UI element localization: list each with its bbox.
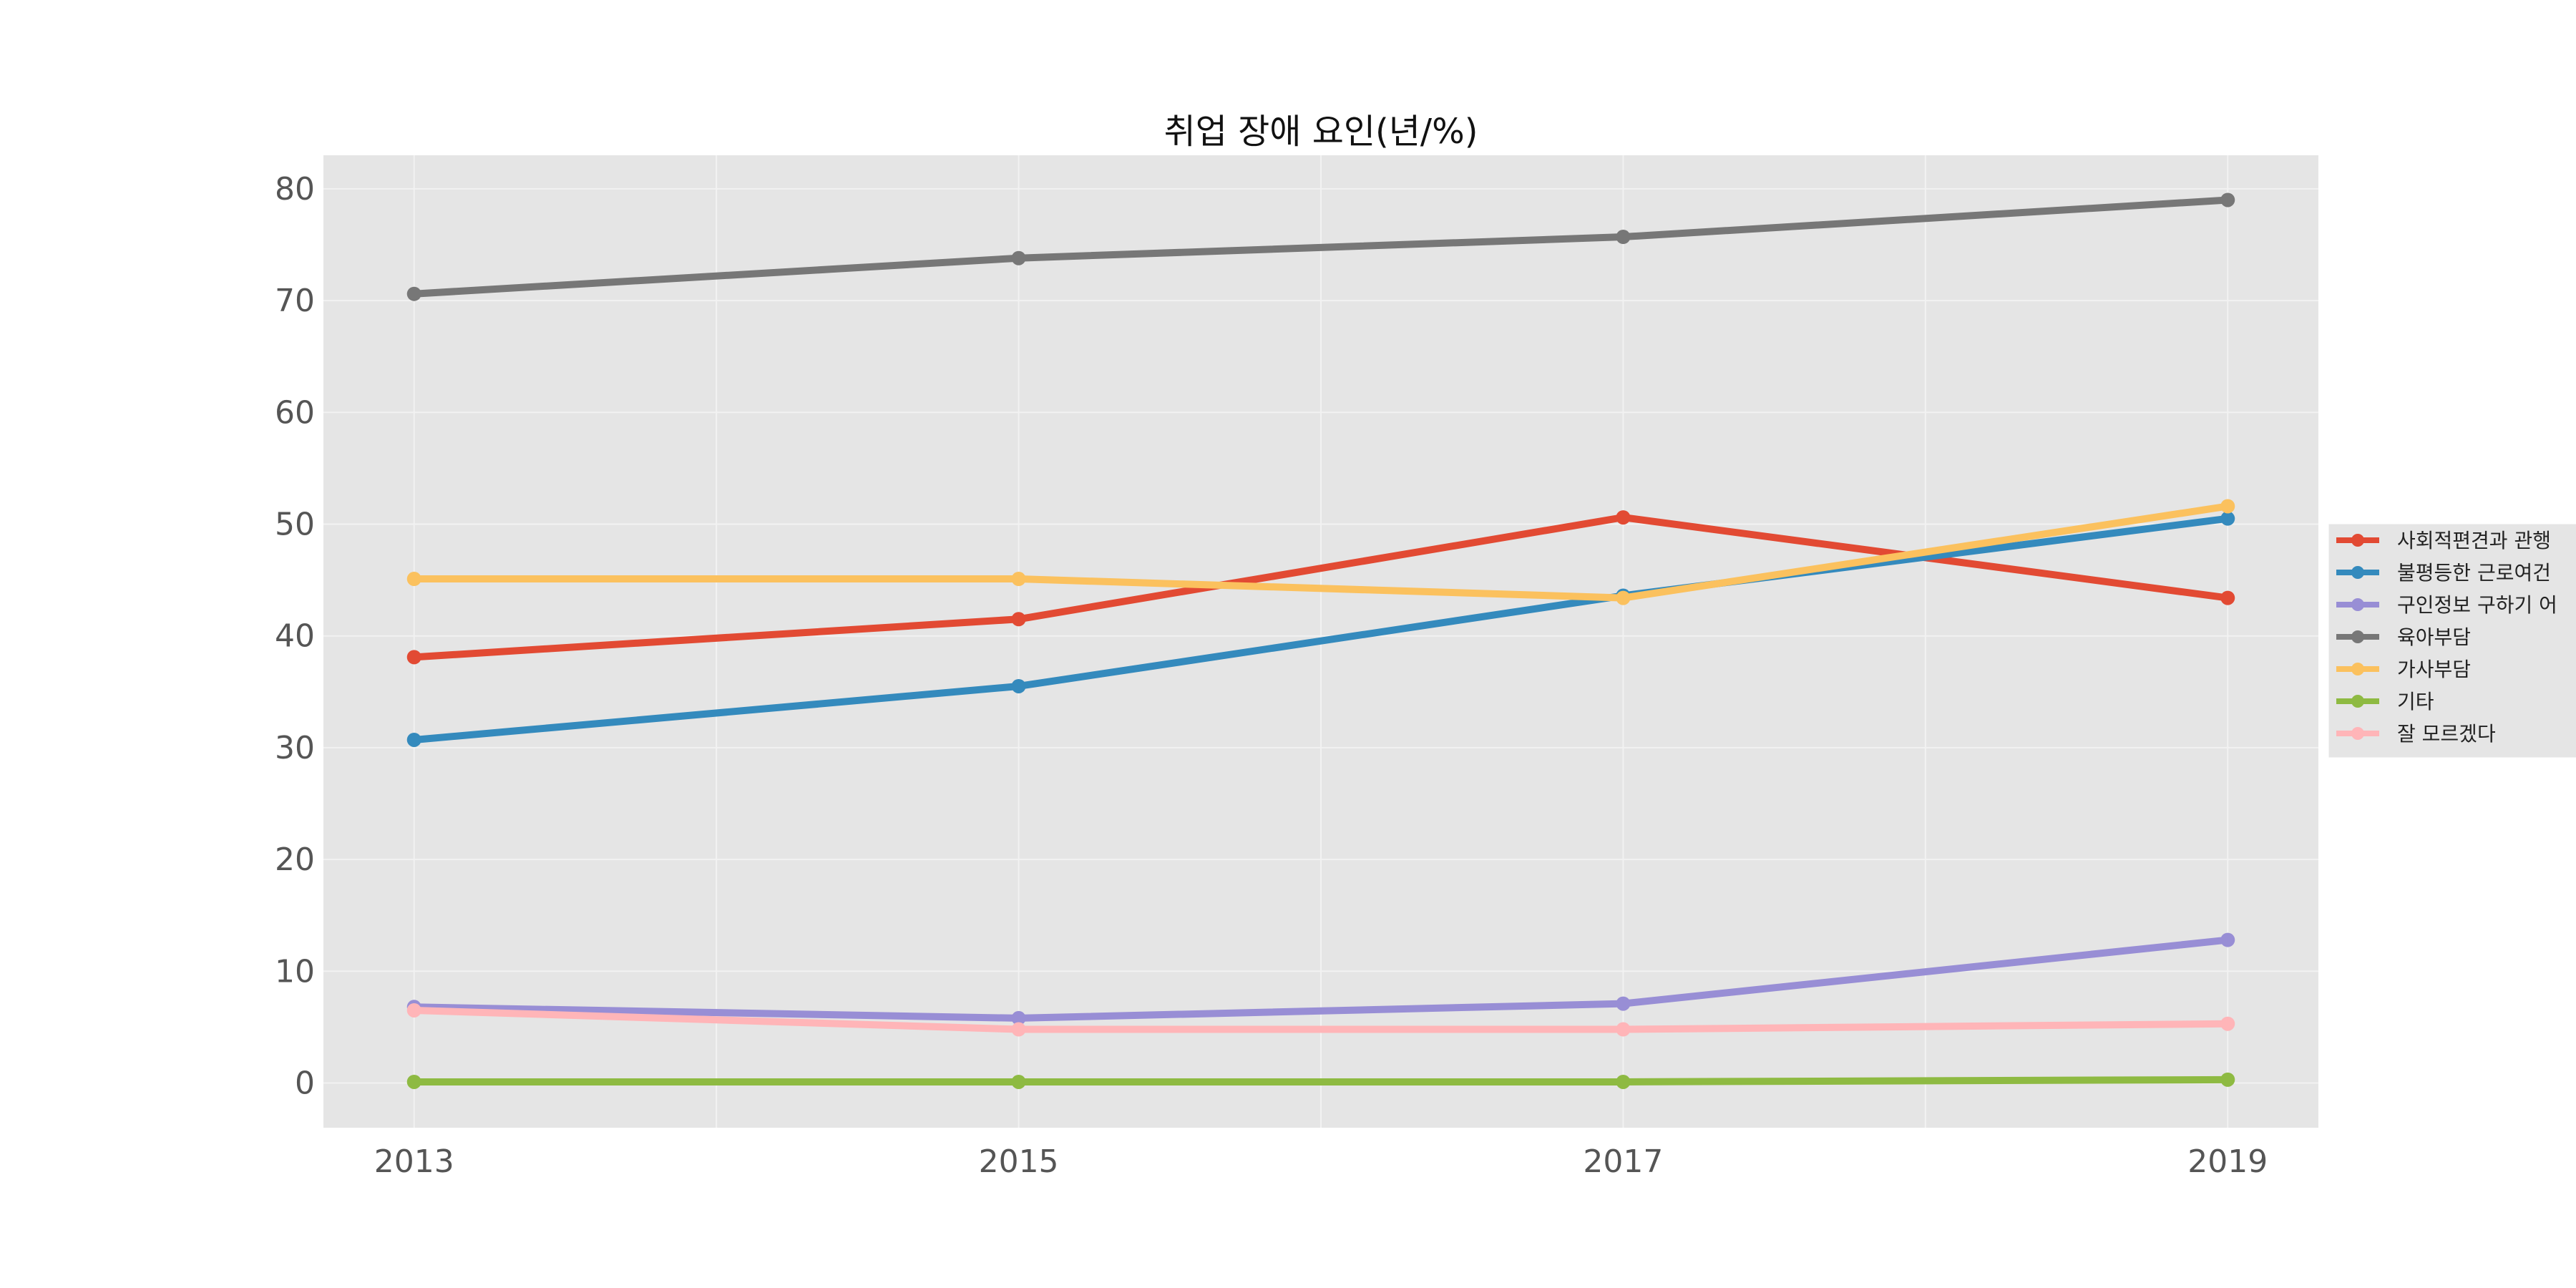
legend-label: 사회적편견과 관행 <box>2397 529 2551 552</box>
legend-item[interactable]: 불평등한 근로여건 <box>2336 561 2551 585</box>
legend-label: 구인정보 구하기 어 <box>2397 593 2557 617</box>
legend-label: 기타 <box>2397 690 2434 713</box>
legend-label: 불평등한 근로여건 <box>2397 561 2551 585</box>
series-line <box>410 514 2232 743</box>
data-point <box>406 732 421 747</box>
data-point <box>2220 1072 2235 1087</box>
y-tick-label: 50 <box>275 506 315 542</box>
series-layer <box>406 192 2235 1089</box>
legend-marker <box>2351 695 2364 708</box>
data-point <box>1616 1074 1631 1089</box>
legend-item[interactable]: 잘 모르겠다 <box>2336 722 2496 746</box>
data-point <box>1616 1022 1631 1037</box>
y-tick-label: 0 <box>295 1065 315 1102</box>
series-6 <box>406 1072 2235 1089</box>
data-point <box>2220 499 2235 514</box>
data-point <box>2220 1016 2235 1031</box>
legend-marker <box>2351 534 2364 547</box>
series-line <box>410 196 2232 298</box>
legend-item[interactable]: 구인정보 구하기 어 <box>2336 593 2557 617</box>
series-7 <box>406 1002 2235 1037</box>
legend-label: 잘 모르겠다 <box>2397 722 2496 746</box>
legend-marker <box>2351 598 2364 611</box>
data-point <box>1616 510 1631 525</box>
legend-item[interactable]: 기타 <box>2336 690 2434 713</box>
data-point <box>1011 612 1026 627</box>
data-point <box>1011 250 1026 265</box>
series-5 <box>406 499 2235 605</box>
data-point <box>1011 1074 1026 1089</box>
data-point <box>1011 678 1026 693</box>
y-tick-label: 80 <box>275 171 315 208</box>
y-tick-label: 60 <box>275 394 315 431</box>
data-point <box>1616 996 1631 1011</box>
x-tick-label: 2015 <box>979 1143 1059 1180</box>
legend-marker <box>2351 727 2364 740</box>
legend-item[interactable]: 가사부담 <box>2336 658 2471 681</box>
data-point <box>1011 572 1026 587</box>
legend-item[interactable]: 사회적편견과 관행 <box>2336 529 2551 552</box>
data-point <box>406 572 421 587</box>
series-4 <box>406 192 2235 301</box>
x-tick-label: 2013 <box>374 1143 454 1180</box>
series-line <box>410 936 2232 1022</box>
data-point <box>1011 1022 1026 1037</box>
y-tick-label: 70 <box>275 283 315 319</box>
x-tick-label: 2019 <box>2187 1143 2268 1180</box>
x-tick-label: 2017 <box>1583 1143 1663 1180</box>
data-point <box>406 650 421 665</box>
data-point <box>406 1074 421 1089</box>
series-line <box>410 1075 2232 1085</box>
y-tick-label: 20 <box>275 841 315 878</box>
legend-label: 육아부담 <box>2397 625 2471 649</box>
series-line <box>410 1006 2232 1033</box>
legend-marker <box>2351 663 2364 675</box>
series-line <box>410 502 2232 602</box>
y-tick-label: 10 <box>275 953 315 990</box>
legend-item[interactable]: 육아부담 <box>2336 625 2471 649</box>
axis-ticks: 0 10 20 30 40 50 60 70 80 2013 2015 2017 2019 <box>275 171 2268 1180</box>
data-point <box>406 1002 421 1018</box>
data-point <box>2220 932 2235 947</box>
data-point <box>1011 1010 1026 1025</box>
legend-label: 가사부담 <box>2397 658 2471 681</box>
data-point <box>2220 511 2235 526</box>
y-tick-label: 30 <box>275 730 315 766</box>
data-point <box>2220 590 2235 605</box>
data-point <box>1616 590 1631 605</box>
y-tick-label: 40 <box>275 618 315 655</box>
data-point <box>406 286 421 301</box>
legend-box <box>2328 524 2576 758</box>
data-point <box>2220 192 2235 208</box>
legend-marker <box>2351 566 2364 579</box>
chart-title: 취업 장애 요인(년/%) <box>1164 112 1478 152</box>
legend-marker <box>2351 630 2364 643</box>
data-point <box>1616 230 1631 245</box>
